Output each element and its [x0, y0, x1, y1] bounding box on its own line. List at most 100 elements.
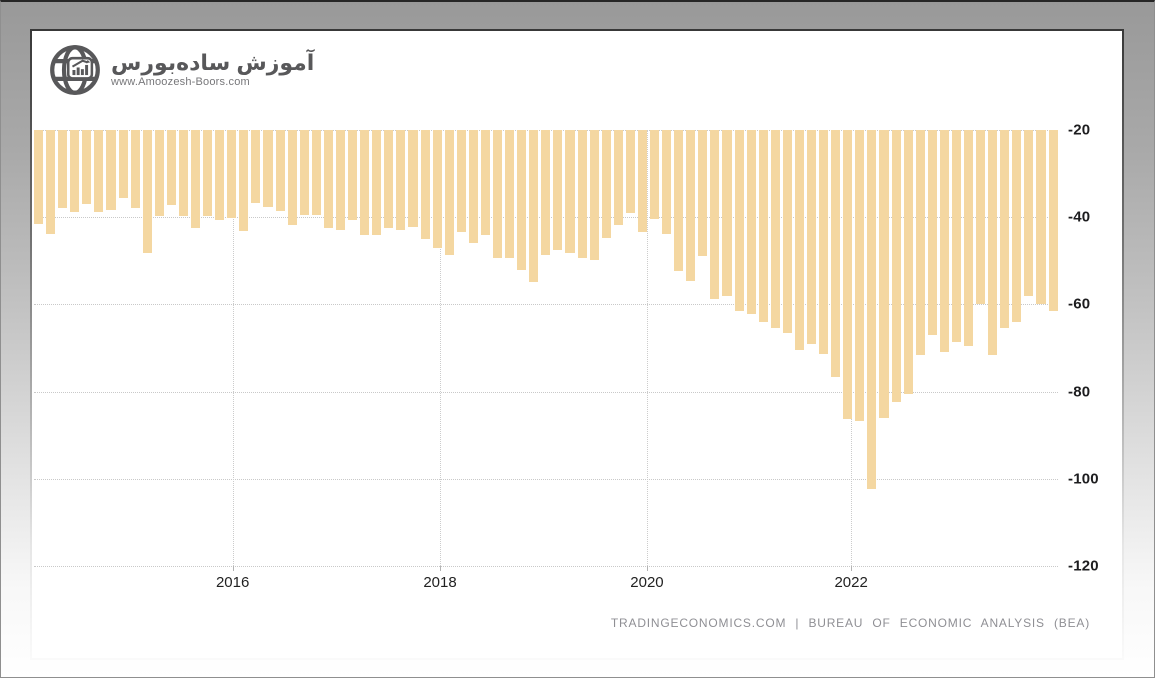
bar[interactable] — [710, 130, 720, 300]
bar[interactable] — [1024, 130, 1034, 296]
bar[interactable] — [492, 130, 503, 259]
bar[interactable] — [698, 130, 708, 256]
bar[interactable] — [94, 130, 104, 213]
bar[interactable] — [432, 130, 442, 248]
bar[interactable] — [734, 130, 744, 311]
bar[interactable] — [553, 130, 563, 250]
bar[interactable] — [903, 130, 913, 394]
bar[interactable] — [637, 130, 647, 233]
bar[interactable] — [468, 130, 478, 244]
bar[interactable] — [565, 130, 575, 254]
bar[interactable] — [529, 130, 539, 282]
bar[interactable] — [275, 130, 285, 212]
bar[interactable] — [1000, 130, 1010, 329]
bar[interactable] — [686, 130, 696, 281]
bar[interactable] — [662, 130, 672, 234]
bar[interactable] — [746, 130, 756, 314]
bar[interactable] — [915, 130, 925, 355]
bar[interactable] — [541, 130, 551, 255]
bar[interactable] — [106, 130, 116, 211]
bar[interactable] — [577, 130, 587, 259]
bar[interactable] — [215, 130, 225, 221]
logo-text: آموزش ساده‌بورس www.Amoozesh-Boors.com — [111, 51, 314, 89]
bar[interactable] — [118, 130, 128, 199]
x-axis-label: 2016 — [215, 574, 250, 591]
bar[interactable] — [263, 130, 273, 207]
bar[interactable] — [722, 130, 732, 296]
bar[interactable] — [335, 130, 346, 231]
bar[interactable] — [517, 130, 527, 270]
x-axis-label: 2022 — [834, 574, 868, 591]
bar[interactable] — [1048, 130, 1058, 311]
bar[interactable] — [360, 130, 370, 235]
bar[interactable] — [613, 130, 623, 226]
y-axis-label: -40 — [1068, 208, 1091, 226]
bar[interactable] — [396, 130, 406, 231]
bar[interactable] — [142, 130, 152, 253]
bar[interactable] — [758, 130, 768, 322]
bar[interactable] — [480, 130, 490, 235]
bar[interactable] — [807, 130, 817, 344]
bar[interactable] — [311, 130, 321, 216]
bar[interactable] — [130, 130, 140, 208]
gridline-horizontal — [34, 304, 1058, 306]
bar[interactable] — [770, 130, 780, 329]
bar[interactable] — [951, 130, 962, 342]
y-axis-label: -20 — [1068, 121, 1091, 139]
bar[interactable] — [444, 130, 454, 255]
bar[interactable] — [203, 130, 213, 216]
bar[interactable] — [674, 130, 684, 271]
bar[interactable] — [819, 130, 829, 355]
bar[interactable] — [976, 130, 986, 304]
bar[interactable] — [154, 130, 164, 216]
bars-container — [34, 130, 1058, 566]
logo-website: www.Amoozesh-Boors.com — [111, 76, 250, 89]
bar[interactable] — [1036, 130, 1046, 304]
y-axis-labels: -20 -40 -60 -80 -100 -120 — [1068, 122, 1128, 575]
bar[interactable] — [251, 130, 261, 204]
bar[interactable] — [831, 130, 841, 378]
gridline-vertical — [646, 130, 648, 566]
bar[interactable] — [287, 130, 297, 226]
bar[interactable] — [867, 130, 877, 489]
bar[interactable] — [589, 130, 599, 260]
bar[interactable] — [891, 130, 901, 402]
bar[interactable] — [505, 130, 515, 259]
bar[interactable] — [166, 130, 176, 205]
chart-panel: آموزش ساده‌بورس www.Amoozesh-Boors.com 2… — [32, 31, 1122, 658]
bar[interactable] — [649, 130, 660, 219]
bar[interactable] — [964, 130, 974, 347]
bar[interactable] — [46, 130, 56, 234]
bar[interactable] — [927, 130, 937, 336]
plot-area: 2016 2018 2020 2022 — [34, 130, 1058, 591]
bar[interactable] — [456, 130, 466, 232]
bar[interactable] — [372, 130, 382, 235]
bar[interactable] — [82, 130, 92, 205]
x-axis-label: 2020 — [630, 574, 664, 591]
bar[interactable] — [384, 130, 394, 228]
bar[interactable] — [420, 130, 430, 240]
bar[interactable] — [843, 130, 853, 420]
bar[interactable] — [1012, 130, 1022, 322]
bar[interactable] — [988, 130, 998, 356]
bar[interactable] — [408, 130, 418, 228]
bar[interactable] — [855, 130, 865, 421]
bar[interactable] — [939, 130, 949, 352]
bar[interactable] — [191, 130, 201, 228]
bar[interactable] — [323, 130, 333, 228]
bar[interactable] — [348, 130, 358, 221]
bar[interactable] — [239, 130, 249, 232]
bar[interactable] — [879, 130, 889, 419]
bar[interactable] — [625, 130, 635, 214]
bar[interactable] — [299, 130, 309, 215]
bar[interactable] — [58, 130, 68, 209]
bar[interactable] — [782, 130, 792, 333]
bar[interactable] — [601, 130, 611, 239]
x-axis-label: 2018 — [423, 574, 457, 591]
bar[interactable] — [794, 130, 804, 351]
bar[interactable] — [70, 130, 80, 213]
bar[interactable] — [34, 130, 44, 224]
bar[interactable] — [178, 130, 189, 216]
bar[interactable] — [227, 130, 237, 218]
gridline-horizontal — [34, 566, 1058, 567]
